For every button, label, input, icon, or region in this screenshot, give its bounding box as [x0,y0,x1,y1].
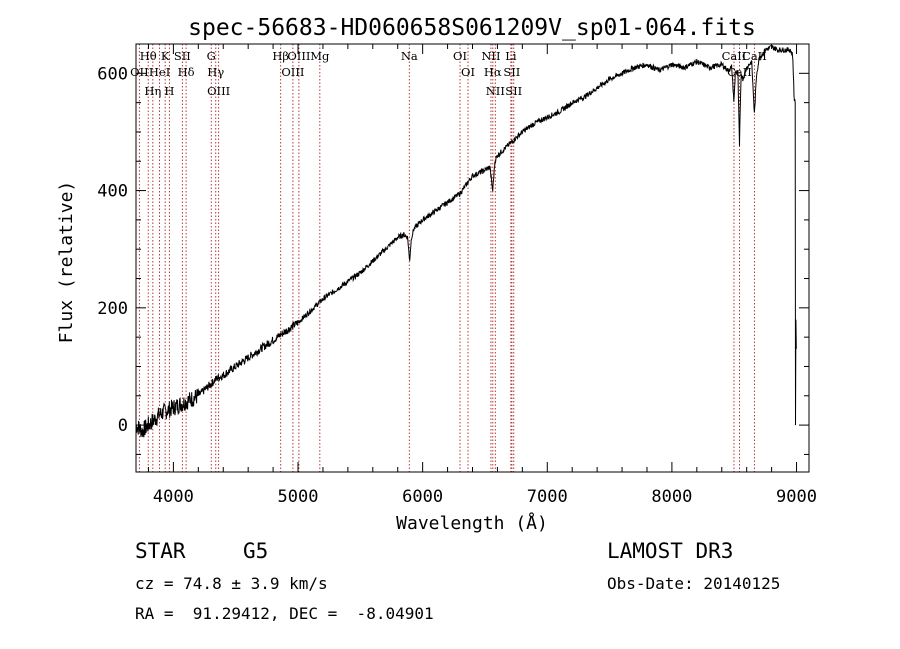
line-marker-label: G [207,49,216,63]
line-marker-label: CaII [727,65,752,79]
x-tick-label: 9000 [776,487,817,507]
line-marker-label: NII [481,49,500,63]
line-marker-label: Mg [310,49,330,63]
line-marker-label: OI [453,49,467,63]
line-marker-label: OIII [281,65,304,79]
line-marker-label: OIII [287,49,310,63]
spectrum-line [135,44,797,438]
line-marker-label: Hδ [178,65,195,79]
line-marker-label: SII [505,84,522,98]
redshift-text: cz = 74.8 ± 3.9 km/s [135,574,328,593]
line-marker-label: K [161,49,170,63]
y-tick-label: 0 [118,416,128,436]
line-marker-label: OIII [207,84,230,98]
spectrum-series [135,44,797,438]
y-tick-label: 200 [97,299,128,319]
line-marker-label: Li [505,49,517,63]
line-marker-label: NII [486,84,505,98]
x-tick-labels: 4000 5000 6000 7000 8000 9000 [153,487,817,507]
object-subclass: G5 [243,539,269,563]
line-marker-label: Hβ [272,49,289,63]
x-tick-label: 6000 [402,487,443,507]
line-marker-label: Na [401,49,418,63]
line-marker-label: CaII [742,49,767,63]
line-marker-label: Hθ [140,49,157,63]
line-marker-label: Hα [484,65,502,79]
x-tick-label: 8000 [651,487,692,507]
emission-line-markers [138,44,755,472]
y-tick-label: 600 [97,64,128,84]
line-marker-label: Hη [144,84,161,98]
x-axis-label: Wavelength (Å) [396,512,548,534]
axis-ticks [136,43,809,472]
x-tick-label: 5000 [278,487,319,507]
survey-name: LAMOST DR3 [607,539,734,563]
line-marker-label: OII [130,65,149,79]
y-tick-labels: 0 200 400 600 [97,64,128,436]
plot-frame [135,43,810,473]
x-tick-label: 4000 [153,487,194,507]
y-tick-label: 400 [97,182,128,202]
obs-date: Obs-Date: 20140125 [607,574,781,593]
x-tick-label: 7000 [527,487,568,507]
coordinates: RA = 91.29412, DEC = -8.04901 [135,604,434,623]
line-marker-label: SII [503,65,520,79]
chart-title: spec-56683-HD060658S061209V_sp01-064.fit… [188,15,756,41]
line-marker-label: CaII [722,49,747,63]
y-axis-label: Flux (relative) [56,181,77,344]
line-marker-label: H [164,84,174,98]
line-marker-label: OI [461,65,475,79]
object-class: STAR [135,539,186,563]
line-marker-label: Hγ [207,65,224,79]
line-marker-label: HeI [149,65,170,79]
line-marker-label: SII [174,49,191,63]
